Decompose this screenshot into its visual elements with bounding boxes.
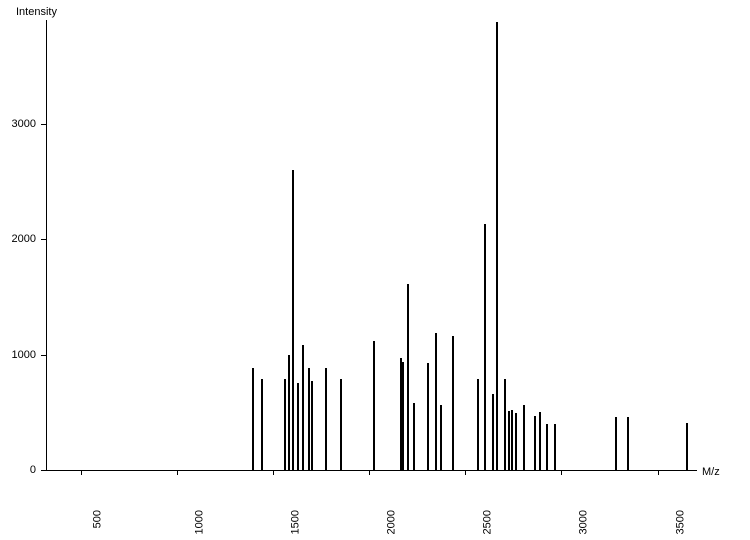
spectrum-peak: [496, 22, 498, 470]
spectrum-peak: [402, 362, 404, 470]
y-tick-label: 2000: [0, 233, 36, 245]
spectrum-peak: [325, 368, 327, 470]
spectrum-peak: [292, 170, 294, 470]
x-tick-mark: [465, 470, 466, 475]
spectrum-peak: [261, 379, 263, 470]
x-axis-label: M/z: [702, 466, 720, 478]
spectrum-peak: [288, 355, 290, 470]
x-tick-label: 3500: [674, 510, 686, 534]
y-tick-label: 3000: [0, 118, 36, 130]
y-tick-label: 0: [0, 464, 36, 476]
spectrum-peak: [477, 379, 479, 470]
spectrum-peak: [452, 336, 454, 470]
spectrum-peak: [546, 424, 548, 470]
x-tick-mark: [177, 470, 178, 475]
spectrum-peak: [252, 368, 254, 470]
spectrum-peak: [523, 405, 525, 470]
spectrum-peak: [534, 416, 536, 470]
chart-container: Intensity M/z 0 1000 2000 3000 500 1000 1500 2…: [0, 0, 750, 540]
spectrum-peak: [615, 417, 617, 470]
y-tick-label: 1000: [0, 349, 36, 361]
spectrum-peak: [508, 411, 510, 470]
x-tick-label: 500: [91, 510, 103, 528]
spectrum-peak: [427, 363, 429, 470]
spectrum-peak: [311, 381, 313, 470]
spectrum-peak: [554, 424, 556, 470]
spectrum-peak: [504, 379, 506, 470]
spectrum-peak: [407, 284, 409, 470]
x-tick-mark: [81, 470, 82, 475]
spectrum-peak: [297, 383, 299, 470]
x-tick-label: 3000: [578, 510, 590, 534]
y-tick-mark: [41, 355, 46, 356]
spectrum-peak: [308, 368, 310, 470]
spectrum-peak: [539, 412, 541, 470]
spectrum-peak: [511, 410, 513, 470]
spectrum-peak: [373, 341, 375, 470]
spectrum-peak: [515, 413, 517, 470]
plot-area: [46, 20, 697, 471]
spectrum-peak: [435, 333, 437, 470]
spectrum-peak: [484, 224, 486, 470]
y-tick-mark: [41, 470, 46, 471]
y-axis-label: Intensity: [16, 6, 57, 18]
x-tick-label: 1000: [193, 510, 205, 534]
spectrum-peak: [340, 379, 342, 470]
spectrum-peak: [302, 345, 304, 470]
spectrum-peak: [440, 405, 442, 470]
spectrum-peak: [413, 403, 415, 470]
spectrum-peak: [627, 417, 629, 470]
spectrum-peak: [284, 379, 286, 470]
y-tick-mark: [41, 124, 46, 125]
spectrum-peak: [492, 394, 494, 470]
x-tick-mark: [273, 470, 274, 475]
x-tick-mark: [561, 470, 562, 475]
x-tick-label: 1500: [289, 510, 301, 534]
x-tick-label: 2000: [386, 510, 398, 534]
x-tick-mark: [658, 470, 659, 475]
spectrum-peak: [686, 423, 688, 470]
y-tick-mark: [41, 239, 46, 240]
x-tick-mark: [369, 470, 370, 475]
x-tick-label: 2500: [482, 510, 494, 534]
